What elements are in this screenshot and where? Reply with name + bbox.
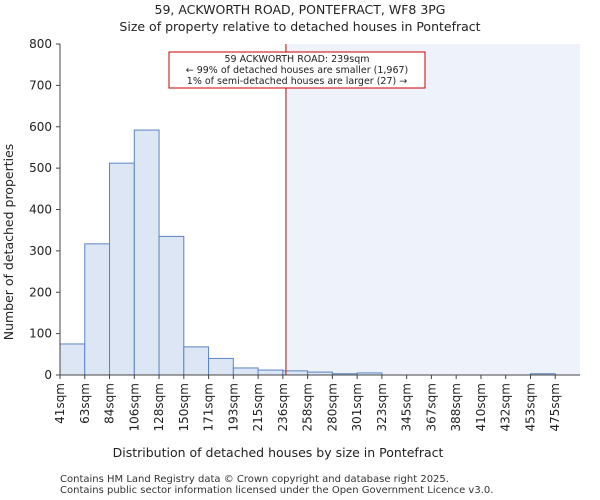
x-tick-label: 215sqm [251,383,265,431]
chart-title-line1: 59, ACKWORTH ROAD, PONTEFRACT, WF8 3PG [155,2,446,17]
x-tick-label: 236sqm [276,383,290,431]
annotation-border [168,51,426,89]
bar-106sqm [133,129,160,376]
bar-171sqm [208,357,234,376]
x-tick-label: 388sqm [449,383,463,431]
x-tick-label: 258sqm [301,383,315,431]
y-tick-label: 600 [29,120,52,134]
bar-63sqm [84,243,111,376]
annotation-line3: 1% of semi-detached houses are larger (2… [187,76,407,87]
bar-84sqm [109,162,135,376]
annotation-box: 59 ACKWORTH ROAD: 239sqm ← 99% of detach… [168,51,426,89]
x-tick-label: 63sqm [78,383,92,424]
y-tick-label: 500 [29,161,52,175]
x-tick-label: 128sqm [152,383,166,431]
x-tick-label: 345sqm [400,383,414,431]
x-tick-label: 475sqm [548,383,562,431]
chart-title-line2: Size of property relative to detached ho… [119,19,480,34]
y-axis-ticks: 0 100 200 300 400 500 600 700 800 [29,37,60,382]
y-tick-label: 700 [29,78,52,92]
x-tick-label: 41sqm [53,383,67,424]
footer-line1: Contains HM Land Registry data © Crown c… [60,474,449,485]
y-tick-label: 200 [29,285,52,299]
x-tick-label: 171sqm [202,383,216,431]
y-tick-label: 800 [29,37,52,51]
x-tick-label: 367sqm [424,383,438,431]
bar-236sqm [282,370,309,376]
footer-line2: Contains public sector information licen… [60,485,494,496]
y-tick-label: 0 [44,368,52,382]
x-axis-label: Distribution of detached houses by size … [113,445,444,460]
bar-193sqm [232,367,259,376]
x-tick-label: 193sqm [226,383,240,431]
x-tick-label: 150sqm [177,383,191,431]
x-tick-label: 106sqm [127,383,141,431]
y-tick-label: 400 [29,203,52,217]
x-tick-label: 453sqm [523,383,537,431]
bars [59,129,556,376]
bar-41sqm [59,343,86,376]
highlight-region [285,44,580,375]
x-tick-label: 432sqm [499,383,513,431]
bar-128sqm [158,235,185,376]
x-tick-label: 301sqm [350,383,364,431]
annotation-line2: ← 99% of detached houses are smaller (1,… [186,65,409,76]
y-tick-label: 300 [29,244,52,258]
x-tick-label: 323sqm [375,383,389,431]
x-tick-label: 84sqm [103,383,117,424]
bar-215sqm [257,369,284,376]
bar-150sqm [183,346,210,376]
y-axis-label: Number of detached properties [1,144,16,341]
x-axis-ticks: 41sqm 63sqm 84sqm 106sqm 128sqm 150sqm 171sqm 1… [53,375,562,431]
x-tick-label: 280sqm [325,383,339,431]
y-tick-label: 100 [29,327,52,341]
annotation-line1: 59 ACKWORTH ROAD: 239sqm [224,54,369,65]
x-tick-label: 410sqm [474,383,488,431]
